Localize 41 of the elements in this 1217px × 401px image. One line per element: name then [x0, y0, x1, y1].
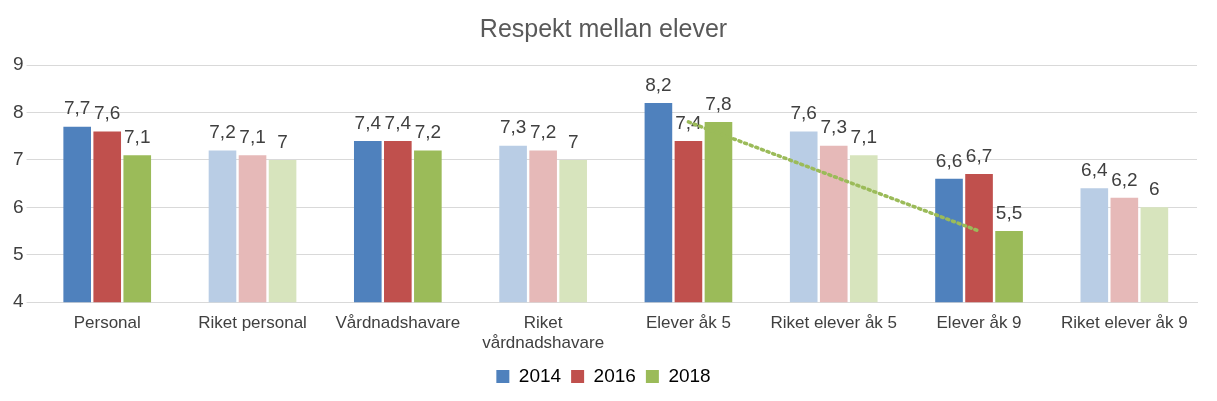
data-label: 7,2 — [414, 121, 442, 143]
x-tick-label: Vårdnadshavare — [335, 313, 461, 333]
y-tick-label: 9 — [12, 53, 24, 75]
data-label: 8,2 — [645, 73, 672, 95]
x-tick-label: Riket elever åk 5 — [770, 313, 898, 333]
data-label: 5,5 — [995, 201, 1023, 223]
data-label: 7,4 — [384, 111, 412, 133]
legend-label: 2014 — [518, 364, 562, 386]
data-label: 6,4 — [1081, 159, 1108, 181]
y-tick-label: 5 — [12, 242, 24, 264]
data-label: 7,3 — [820, 116, 847, 138]
data-label: 6 — [1149, 178, 1160, 200]
y-tick-label: 7 — [12, 148, 24, 170]
data-label: 7 — [567, 130, 579, 152]
data-label: 6,6 — [935, 149, 963, 171]
chart-title: Respekt mellan elever — [479, 13, 728, 42]
legend-label: 2018 — [668, 364, 711, 386]
data-label: 7,1 — [124, 125, 151, 147]
x-tick-label: Riket personal — [198, 313, 307, 333]
data-label: 6,2 — [1111, 168, 1138, 190]
data-label: 7,1 — [239, 125, 266, 147]
data-label: 7,8 — [705, 92, 732, 114]
x-tick-label: Riket vårdnadshavare — [482, 313, 605, 353]
y-tick-label: 6 — [12, 195, 24, 217]
data-label: 6,7 — [965, 144, 993, 166]
x-tick-label: Riket elever åk 9 — [1061, 313, 1188, 333]
data-label: 7,2 — [209, 121, 236, 143]
data-label: 7,6 — [790, 102, 817, 124]
y-tick-label: 8 — [12, 100, 24, 122]
data-label: 7,3 — [499, 116, 527, 138]
data-label: 7,6 — [94, 102, 121, 124]
y-tick-label: 4 — [12, 290, 24, 312]
data-label: 7,4 — [354, 111, 382, 133]
x-tick-label: Elever åk 9 — [936, 313, 1022, 333]
data-label: 7,1 — [850, 125, 877, 147]
x-tick-label: Personal — [73, 313, 141, 333]
legend-label: 2016 — [593, 364, 636, 386]
x-tick-label: Elever åk 5 — [645, 313, 731, 333]
data-label: 7 — [277, 130, 288, 152]
data-label: 7,7 — [63, 97, 91, 119]
data-label: 7,2 — [529, 121, 557, 143]
